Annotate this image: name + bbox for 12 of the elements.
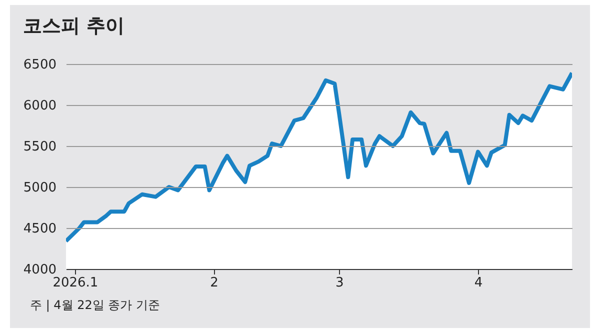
y-tick-label: 6500: [23, 58, 56, 72]
x-tick-label: 3: [336, 276, 344, 290]
x-tick-label: 2: [210, 276, 218, 290]
y-tick-label: 4500: [23, 222, 56, 236]
x-tick-label: 4: [474, 276, 483, 290]
text: 주 | 4월 22일 종가 기준: [30, 298, 160, 312]
chart-title: 코스피 추이: [22, 15, 125, 37]
y-tick-label: 5000: [23, 180, 56, 196]
y-tick-label: 5500: [23, 140, 56, 154]
y-tick-label: 4000: [23, 262, 56, 278]
x-tick-label: 2026.1: [52, 276, 98, 290]
y-tick-label: 6000: [23, 98, 56, 114]
